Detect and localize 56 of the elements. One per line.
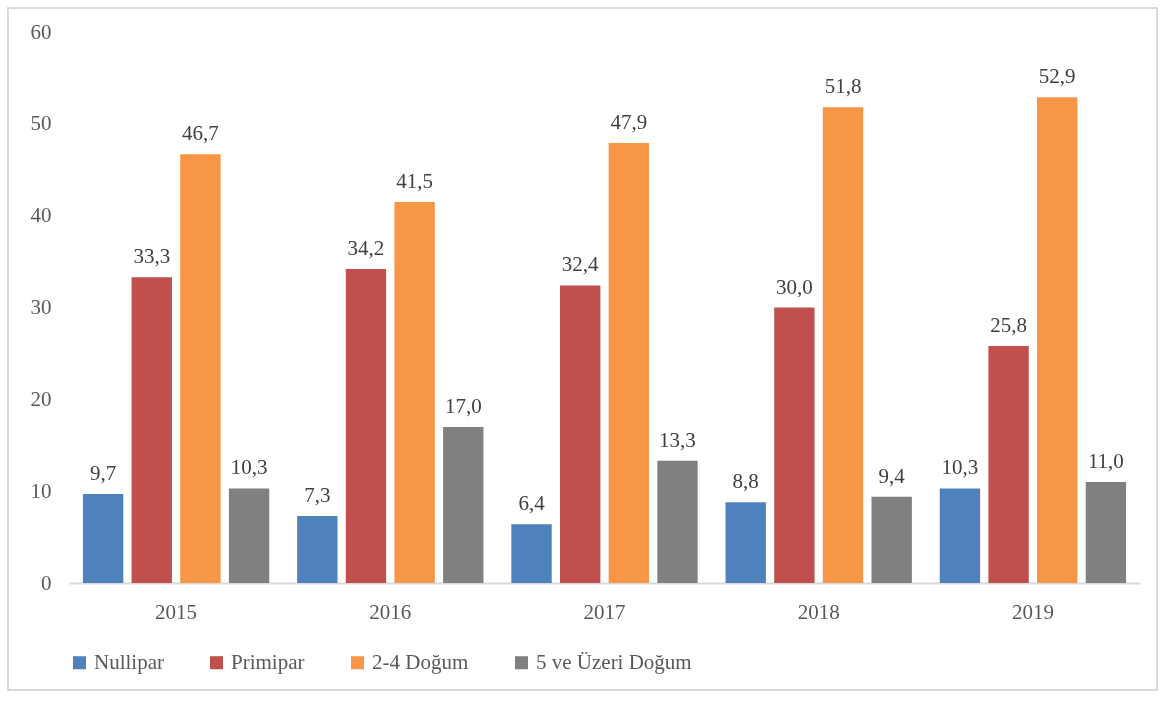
data-label: 30,0 <box>776 274 813 299</box>
data-label: 11,0 <box>1087 448 1124 473</box>
x-tick-label: 2015 <box>155 599 198 624</box>
bar <box>82 493 124 583</box>
legend-label: 2-4 Doğum <box>372 649 469 674</box>
data-label: 17,0 <box>444 393 482 418</box>
data-label: 32,4 <box>561 252 600 277</box>
data-label: 10,3 <box>941 455 979 480</box>
data-label: 33,3 <box>133 244 171 269</box>
legend-label: 5 ve Üzeri Doğum <box>536 649 692 674</box>
bar <box>988 346 1029 583</box>
data-label: 25,8 <box>990 313 1027 338</box>
data-label: 9,4 <box>878 463 906 488</box>
y-tick-label: 40 <box>30 203 52 228</box>
bar <box>345 268 387 583</box>
data-label: 52,9 <box>1038 64 1076 89</box>
data-label: 8,8 <box>732 469 759 494</box>
data-label: 13,3 <box>659 427 696 452</box>
x-tick-label: 2018 <box>797 599 840 624</box>
bar <box>228 488 270 583</box>
x-tick-label: 2019 <box>1011 599 1054 624</box>
data-label: 46,7 <box>182 121 219 146</box>
y-tick-label: 20 <box>30 386 52 411</box>
bar <box>657 460 698 583</box>
y-tick-label: 10 <box>30 478 52 503</box>
bar <box>1037 97 1078 583</box>
bar <box>297 515 338 583</box>
data-label: 7,3 <box>304 482 331 507</box>
bar <box>871 496 912 583</box>
bar <box>822 107 864 583</box>
y-tick-label: 50 <box>30 111 52 136</box>
data-label: 47,9 <box>610 110 648 135</box>
y-tick-label: 0 <box>41 570 52 595</box>
bar <box>443 426 484 583</box>
bar <box>511 524 552 583</box>
bar <box>774 307 815 583</box>
x-tick-label: 2017 <box>583 599 626 624</box>
data-label: 34,2 <box>347 235 385 260</box>
bar <box>939 488 981 583</box>
data-label: 9,7 <box>89 460 117 485</box>
data-label: 51,8 <box>824 74 862 99</box>
data-label: 41,5 <box>396 168 433 193</box>
x-tick-label: 2016 <box>369 599 412 624</box>
legend-label: Nullipar <box>94 649 164 674</box>
y-tick-label: 60 <box>30 19 52 44</box>
y-tick-label: 30 <box>30 295 52 319</box>
bar <box>131 277 172 583</box>
legend-label: Primipar <box>231 649 305 674</box>
bar <box>1085 481 1127 583</box>
bar <box>559 285 601 583</box>
data-label: 6,4 <box>518 491 546 516</box>
data-label: 10,3 <box>230 455 268 480</box>
bar <box>180 154 221 583</box>
bar <box>394 201 435 583</box>
bar <box>725 502 766 583</box>
bar <box>608 143 650 583</box>
